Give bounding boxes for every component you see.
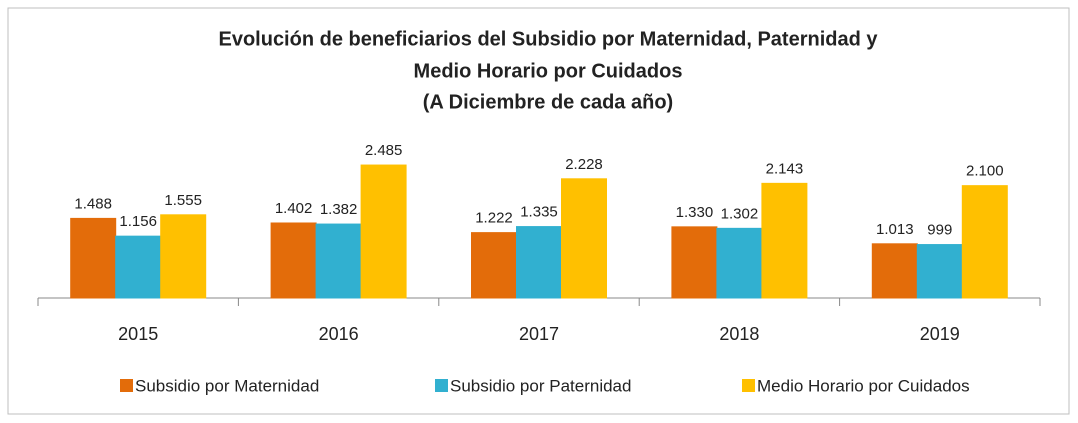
data-label: 1.402 [275,200,313,217]
data-label: 1.335 [520,204,558,221]
legend-label: Subsidio por Maternidad [135,376,319,395]
bar [360,164,407,299]
x-tick-label: 2019 [920,324,960,344]
data-label: 2.485 [365,142,403,159]
data-label: 1.156 [119,213,157,230]
legend-label: Medio Horario por Cuidados [757,376,970,395]
data-label: 1.302 [721,205,759,222]
data-label: 2.100 [966,163,1004,180]
legend-swatch [742,379,755,392]
data-label: 1.222 [475,210,513,227]
data-label: 1.382 [320,201,358,218]
bar [471,232,517,299]
legend-swatch [120,379,133,392]
bar [115,235,162,299]
data-label: 1.555 [164,192,202,209]
bar [270,222,317,299]
bar [761,182,808,299]
data-label: 1.330 [676,204,714,221]
bar [561,178,607,299]
data-label: 1.488 [74,195,112,212]
x-tick-label: 2017 [519,324,559,344]
bar [716,227,763,299]
x-tick-label: 2015 [118,324,158,344]
x-tick-label: 2018 [719,324,759,344]
legend-label: Subsidio por Paternidad [450,376,631,395]
data-label: 1.013 [876,221,914,238]
chart-border [7,7,1070,415]
bar [961,185,1008,299]
legend-swatch [435,379,448,392]
data-label: 999 [927,222,952,239]
bar [871,243,918,299]
data-label: 2.228 [565,156,603,173]
chart-title: Evolución de beneficiarios del Subsidio … [218,28,878,50]
bar [70,217,117,299]
bar [160,214,207,299]
chart-subtitle: (A Diciembre de cada año) [423,91,673,113]
bar [315,223,362,299]
bar [671,226,718,299]
x-tick-label: 2016 [319,324,359,344]
bar [916,244,963,299]
data-label: 2.143 [766,160,804,177]
bar [516,226,562,299]
chart-subtitle: Medio Horario por Cuidados [414,60,683,82]
